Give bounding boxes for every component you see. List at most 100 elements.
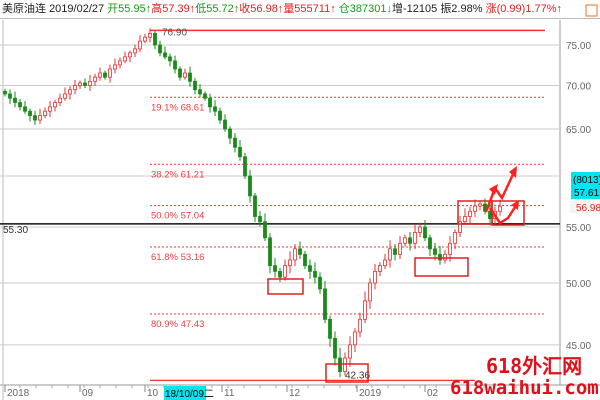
cursor-date-bg bbox=[164, 386, 206, 400]
fib-level-label: 38.2% 61.21 bbox=[151, 169, 204, 180]
candle-body bbox=[318, 276, 322, 290]
time-tick-label: 2019 bbox=[359, 388, 382, 399]
symbol-name: 美原油连 bbox=[2, 3, 46, 15]
candle-body bbox=[383, 259, 387, 267]
candle-body bbox=[448, 242, 452, 255]
candle-body bbox=[43, 110, 47, 117]
candle-body bbox=[93, 76, 97, 82]
candle-body bbox=[3, 90, 7, 95]
candle-body bbox=[198, 89, 202, 95]
candle-body bbox=[183, 72, 187, 78]
time-tick-label: 12 bbox=[289, 388, 301, 399]
candle-body bbox=[388, 248, 392, 261]
arrow-head bbox=[489, 184, 498, 195]
candle-body bbox=[238, 146, 242, 158]
candle-body bbox=[308, 265, 312, 272]
candle-body bbox=[63, 93, 67, 99]
candle-body bbox=[143, 36, 147, 42]
arrow-head bbox=[509, 166, 517, 178]
candle-body bbox=[8, 93, 12, 99]
candle-body bbox=[88, 80, 92, 86]
volume-value: 量555711↑ bbox=[283, 3, 336, 15]
fib-level-label: 19.1% 68.61 bbox=[151, 102, 204, 113]
candle-body bbox=[333, 337, 337, 359]
amplitude-value: 振2.98% bbox=[440, 3, 483, 15]
price-tick-label: 55.00 bbox=[566, 223, 591, 234]
candle-body bbox=[58, 97, 62, 103]
candle-body bbox=[208, 97, 212, 108]
candle-body bbox=[468, 210, 472, 217]
time-tick-label: 02 bbox=[427, 388, 439, 399]
candle-body bbox=[428, 237, 432, 250]
candle-body bbox=[138, 40, 142, 50]
candle-body bbox=[453, 232, 457, 244]
quote-header: 美原油连 2019/02/27 开55.95↑高57.39↑低55.72↑收56… bbox=[0, 0, 600, 19]
candle-body bbox=[68, 89, 72, 95]
candle-body bbox=[463, 216, 467, 223]
candle-body bbox=[53, 102, 57, 108]
candle-body bbox=[328, 318, 332, 339]
candle-body bbox=[193, 80, 197, 91]
candle-body bbox=[98, 72, 102, 78]
price-tick-label: 65.00 bbox=[566, 125, 591, 136]
candle-body bbox=[363, 300, 367, 320]
annotation-box bbox=[414, 257, 469, 277]
candle-body bbox=[488, 210, 492, 219]
fib-level-label: 61.8% 53.16 bbox=[151, 252, 204, 263]
annotation-box bbox=[267, 278, 304, 295]
candle-body bbox=[158, 44, 162, 54]
candle-body bbox=[78, 82, 82, 86]
candle-body bbox=[273, 265, 277, 272]
watermark-line1: 618外汇网 bbox=[486, 354, 583, 378]
candle-body bbox=[398, 242, 402, 255]
window-toggle-icon[interactable] bbox=[585, 4, 598, 17]
candle-body bbox=[23, 106, 27, 112]
oi-change-value: 增-12105 bbox=[391, 3, 438, 15]
candle-body bbox=[153, 32, 157, 46]
time-tick-label: 10 bbox=[147, 388, 159, 399]
candle-body bbox=[223, 119, 227, 130]
open-interest-value: 仓387301↓ bbox=[338, 3, 392, 15]
candle-body bbox=[213, 106, 217, 112]
fib-level-label: 80.9% 47.43 bbox=[151, 319, 204, 330]
candle-body bbox=[378, 265, 382, 272]
change-value: 涨(0.99)1.77%↑ bbox=[485, 3, 563, 15]
candle-body bbox=[118, 60, 122, 66]
candle-body bbox=[433, 248, 437, 255]
candle-body bbox=[38, 115, 42, 121]
candle-body bbox=[178, 68, 182, 78]
arrow-head bbox=[511, 200, 519, 210]
price-tick-label: 75.00 bbox=[566, 41, 591, 52]
candle-body bbox=[263, 221, 267, 239]
candle-body bbox=[28, 110, 32, 117]
candle-body bbox=[458, 221, 462, 233]
candle-body bbox=[123, 56, 127, 62]
candle-body bbox=[268, 237, 272, 267]
candle-body bbox=[33, 115, 37, 121]
low-label: 42.36 bbox=[345, 370, 370, 381]
close-value: 收56.98↑ bbox=[239, 3, 284, 15]
upward-scenario-arrow bbox=[484, 169, 517, 213]
candle-body bbox=[373, 270, 377, 284]
last-price-label: 56.98 bbox=[576, 203, 600, 214]
candle-body bbox=[108, 68, 112, 78]
candle-body bbox=[343, 357, 347, 372]
candle-body bbox=[413, 232, 417, 244]
cursor-date-label: 18/10/09二 bbox=[165, 389, 214, 400]
candle-body bbox=[188, 72, 192, 82]
candle-body bbox=[258, 216, 262, 223]
candle-body bbox=[13, 97, 17, 103]
annotation-box bbox=[325, 363, 369, 383]
price-box-count: (8013) bbox=[573, 175, 600, 186]
candle-body bbox=[358, 318, 362, 333]
candle-body bbox=[283, 265, 287, 278]
price-tick-label: 70.00 bbox=[566, 81, 591, 92]
candle-body bbox=[338, 357, 342, 372]
candle-body bbox=[148, 32, 152, 38]
candle-body bbox=[313, 270, 317, 278]
candle-body bbox=[353, 331, 357, 346]
candle-body bbox=[173, 60, 177, 70]
candle-body bbox=[163, 52, 167, 58]
candle-body bbox=[423, 226, 427, 239]
